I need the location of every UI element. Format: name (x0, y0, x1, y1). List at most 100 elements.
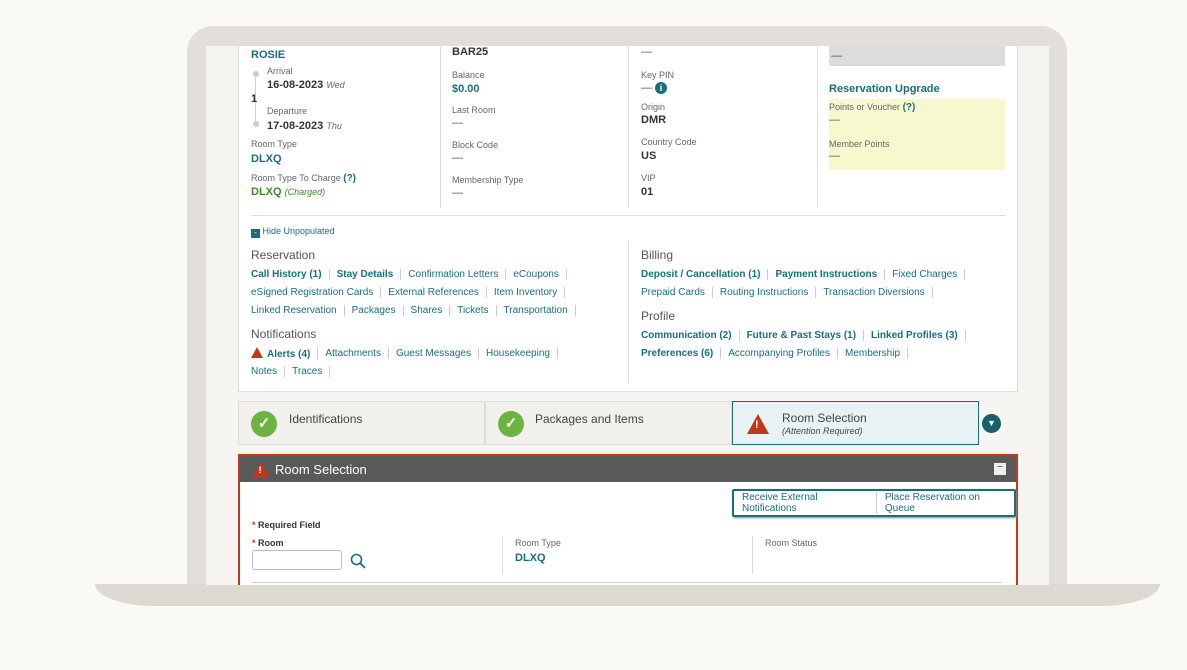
link-fixed-charges[interactable]: Fixed Charges (885, 268, 966, 280)
link-row: Communication (2) Future & Past Stays (1)… (641, 326, 966, 344)
link-shares[interactable]: Shares (404, 304, 451, 316)
membership-type-label: Membership Type (452, 175, 524, 185)
required-field-note: Required Field (258, 520, 321, 530)
link-routing-instructions[interactable]: Routing Instructions (713, 286, 817, 298)
step-identifications[interactable]: ✓ Identifications (238, 401, 485, 445)
room-label: Room (258, 538, 284, 548)
link-membership[interactable]: Membership (838, 347, 909, 359)
departure-day: Thu (326, 121, 342, 131)
country: US (641, 150, 657, 162)
link-label: Transportation (503, 304, 568, 316)
link-tickets[interactable]: Tickets (450, 304, 497, 316)
link-row: Notes Traces (251, 362, 576, 380)
info-icon[interactable]: i (655, 82, 668, 94)
link-external-references[interactable]: External References (381, 286, 487, 298)
room-selection-panel: ! Room Selection − Receive External Noti… (238, 454, 1018, 585)
link-row: Deposit / Cancellation (1) Payment Instru… (641, 265, 966, 283)
link-deposit-cancellation-1[interactable]: Deposit / Cancellation (1) (641, 268, 769, 280)
link-label: Housekeeping (486, 347, 550, 359)
step-room-selection[interactable]: ! Room Selection (Attention Required) (732, 401, 979, 445)
link-confirmation-letters[interactable]: Confirmation Letters (401, 268, 507, 280)
link-preferences-6[interactable]: Preferences (6) (641, 347, 722, 359)
link-traces[interactable]: Traces (285, 365, 331, 377)
key-pin-label: Key PIN (641, 70, 675, 80)
link-row: Alerts (4) Attachments Guest Messages House… (251, 344, 576, 362)
points-label: Points or Voucher (829, 102, 901, 112)
place-on-queue-link[interactable]: Place Reservation on Queue (884, 492, 980, 514)
screen: ROSIE Arrival 16-08-2023 Wed 1 Departure… (206, 46, 1049, 585)
link-linked-reservation[interactable]: Linked Reservation (251, 304, 345, 316)
guest-name[interactable]: ROSIE (251, 49, 286, 61)
link-payment-instructions[interactable]: Payment Instructions (768, 268, 886, 280)
link-call-history-1[interactable]: Call History (1) (251, 268, 330, 280)
laptop-base (95, 584, 1160, 606)
link-label: eCoupons (513, 268, 559, 280)
member-points: — (829, 150, 840, 162)
nights: 1 (251, 93, 258, 105)
link-label: Packages (351, 304, 396, 316)
check-icon: ✓ (251, 411, 277, 437)
link-housekeeping[interactable]: Housekeeping (479, 347, 558, 359)
link-label: Membership (844, 347, 901, 359)
arrival-label: Arrival (267, 66, 293, 76)
reservation-summary-card: ROSIE Arrival 16-08-2023 Wed 1 Departure… (238, 46, 1018, 392)
section-title: Profile (641, 309, 676, 323)
search-icon[interactable] (350, 553, 366, 569)
required-star: * (252, 538, 256, 548)
link-ecoupons[interactable]: eCoupons (506, 268, 567, 280)
block-code-label: Block Code (452, 140, 499, 150)
link-communication-2[interactable]: Communication (2) (641, 329, 740, 341)
link-transaction-diversions[interactable]: Transaction Diversions (816, 286, 933, 298)
link-guest-messages[interactable]: Guest Messages (389, 347, 479, 359)
link-row: Preferences (6) Accompanying Profiles Memb… (641, 344, 966, 362)
link-esigned-registration-cards[interactable]: eSigned Registration Cards (251, 286, 382, 298)
hide-unpopulated-toggle[interactable]: - Hide Unpopulated (251, 226, 335, 238)
action-menu: Receive External Notifications Place Res… (732, 489, 1016, 517)
link-label: Preferences (6) (641, 347, 714, 359)
link-attachments[interactable]: Attachments (318, 347, 389, 359)
check-icon: ✓ (498, 411, 524, 437)
points-help-icon[interactable]: (?) (902, 102, 916, 113)
link-alerts-4[interactable]: Alerts (4) (251, 346, 319, 360)
receive-external-notifications-link[interactable]: Receive External Notifications (734, 492, 877, 514)
link-label: Alerts (4) (267, 348, 311, 360)
origin: DMR (641, 114, 667, 126)
key-pin: — (641, 82, 652, 94)
link-transportation[interactable]: Transportation (497, 304, 576, 316)
link-label: Fixed Charges (892, 268, 958, 280)
link-accompanying-profiles[interactable]: Accompanying Profiles (721, 347, 838, 359)
link-item-inventory[interactable]: Item Inventory (487, 286, 566, 298)
link-label: Attachments (325, 347, 381, 359)
link-packages[interactable]: Packages (345, 304, 404, 316)
link-label: Linked Reservation (251, 304, 337, 316)
help-icon[interactable]: (?) (343, 173, 357, 184)
membership-type: — (452, 187, 463, 199)
link-future-past-stays-1[interactable]: Future & Past Stays (1) (740, 329, 865, 341)
section-title: Billing (641, 248, 674, 262)
link-linked-profiles-3[interactable]: Linked Profiles (3) (864, 329, 966, 341)
panel-header: ! Room Selection − (240, 456, 1016, 482)
step-packages[interactable]: ✓ Packages and Items (485, 401, 732, 445)
block-code: — (452, 152, 463, 164)
link-prepaid-cards[interactable]: Prepaid Cards (641, 286, 713, 298)
link-label: eSigned Registration Cards (251, 286, 374, 298)
room-type: DLXQ (251, 153, 282, 165)
room-input[interactable] (252, 550, 342, 570)
link-label: Notes (251, 365, 278, 377)
link-label: Future & Past Stays (1) (746, 329, 857, 341)
link-label: Linked Profiles (3) (871, 329, 958, 341)
collapse-icon[interactable]: − (994, 463, 1006, 475)
reservation-links: Reservation Call History (1) Stay Details C… (251, 246, 576, 386)
country-label: Country Code (641, 137, 697, 147)
link-notes[interactable]: Notes (251, 365, 286, 377)
link-label: Prepaid Cards (641, 286, 705, 298)
last-room-label: Last Room (452, 105, 496, 115)
link-label: Communication (2) (641, 329, 732, 341)
link-label: Traces (292, 365, 323, 377)
link-stay-details[interactable]: Stay Details (330, 268, 402, 280)
section-title: Notifications (251, 327, 317, 341)
balance-label: Balance (452, 70, 485, 80)
link-label: Confirmation Letters (408, 268, 499, 280)
chevron-down-icon[interactable]: ▼ (982, 414, 1001, 433)
room-type-charge: DLXQ (251, 186, 282, 198)
